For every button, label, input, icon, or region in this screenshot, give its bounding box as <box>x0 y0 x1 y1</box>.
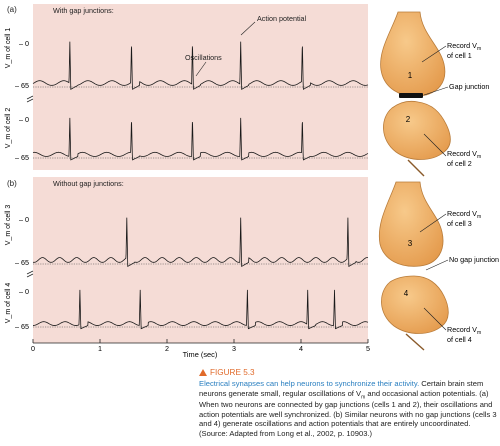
caption-lead: Electrical synapses can help neurons to … <box>199 379 420 389</box>
caption-body-1: Certain brain stem neurons generate smal… <box>199 379 484 398</box>
axis-break-a <box>26 95 34 103</box>
record-label-cell-2: Record Vm <box>447 149 481 160</box>
annotation-oscillations: Oscillations <box>185 53 222 62</box>
trace-cell-4 <box>33 289 369 330</box>
ylabel-cell-4: V_m of cell 4 <box>5 283 12 324</box>
y-tick-0-cell3: – 0 <box>19 215 29 224</box>
ylabel-cell-1: V_m of cell 1 <box>5 28 12 69</box>
annotation-action-potential-pointer <box>240 21 256 36</box>
figure-caption: FIGURE 5.3 Electrical synapses can help … <box>199 368 497 438</box>
cell-1-number: 1 <box>408 71 413 80</box>
trace-cell-1 <box>32 41 369 90</box>
electrode-cell-4 <box>423 307 447 331</box>
record-label-cell-1-tail: of cell 1 <box>447 51 472 60</box>
cell-4-number: 4 <box>404 289 409 298</box>
caption-vm: Vm <box>356 388 366 401</box>
x-tick-label-3: 3 <box>232 344 236 353</box>
cell-1-shape <box>380 11 446 97</box>
gap-junction-marker <box>399 93 423 98</box>
axis-break-b <box>26 270 34 278</box>
diagram-gap-junction: 1 2 Record Vm of cell 1 Gap junction Rec… <box>380 11 489 177</box>
trace-cell-3 <box>32 217 369 268</box>
figure-number-text: FIGURE 5.3 <box>210 368 255 377</box>
x-tick-label-2: 2 <box>165 344 169 353</box>
figure-triangle-icon <box>199 369 207 376</box>
electrode-cell-3 <box>419 213 447 233</box>
record-label-cell-1: Record Vm <box>447 41 481 52</box>
x-axis-label: Time (sec) <box>183 350 218 359</box>
cell-3-number: 3 <box>408 239 413 248</box>
cell-2-axon <box>407 159 425 177</box>
annotation-oscillations-pointer <box>195 61 207 77</box>
y-tick-0-cell2: – 0 <box>19 115 29 124</box>
electrode-cell-1 <box>421 45 447 63</box>
y-tick-65-cell1: – 65 <box>15 81 29 90</box>
trace-cell-2 <box>32 117 369 161</box>
diagram-no-gap-junction: 3 4 Record Vm of cell 3 No gap junction … <box>378 181 499 351</box>
cell-4-shape <box>381 275 449 334</box>
cell-2-number: 2 <box>406 115 411 124</box>
axis-breaks <box>26 95 34 278</box>
x-tick-label-1: 1 <box>98 344 102 353</box>
y-tick-65-cell2: – 65 <box>15 153 29 162</box>
x-tick-label-4: 4 <box>299 344 303 353</box>
figure-number: FIGURE 5.3 <box>199 368 497 378</box>
gap-junction-pointer <box>423 86 449 96</box>
record-label-cell-3-tail: of cell 3 <box>447 219 472 228</box>
record-label-cell-2-tail: of cell 2 <box>447 159 472 168</box>
x-tick-label-0: 0 <box>31 344 35 353</box>
ylabel-cell-2: V_m of cell 2 <box>5 108 12 149</box>
electrode-cell-2 <box>423 133 447 157</box>
y-tick-0-cell1: – 0 <box>19 39 29 48</box>
panel-a-background <box>33 4 368 170</box>
cell-2-shape <box>383 100 451 160</box>
ylabel-cell-3: V_m of cell 3 <box>5 205 12 246</box>
no-gap-junction-label: No gap junction <box>449 255 499 264</box>
x-tick-label-5: 5 <box>366 344 370 353</box>
y-tick-65-cell3: – 65 <box>15 258 29 267</box>
cell-3-shape <box>378 181 444 267</box>
cell-4-axon <box>405 333 425 351</box>
y-tick-labels: – 0 – 65 – 0 – 65 – 0 – 65 – 0 – 65 <box>15 39 29 331</box>
caption-body-2: and occasional action potentials. (a) Wh… <box>199 388 497 438</box>
y-tick-65-cell4: – 65 <box>15 322 29 331</box>
trace-group <box>32 41 369 330</box>
panel-b-label: (b) <box>7 179 17 188</box>
panel-a-label: (a) <box>7 5 17 14</box>
y-tick-0-cell4: – 0 <box>19 287 29 296</box>
x-ticks: 0 1 2 3 4 5 <box>31 339 370 353</box>
annotation-action-potential: Action potential <box>257 14 307 23</box>
record-label-cell-4-tail: of cell 4 <box>447 335 472 344</box>
record-label-cell-3: Record Vm <box>447 209 481 220</box>
panel-b-title: Without gap junctions: <box>53 179 124 188</box>
panel-a-title: With gap junctions: <box>53 6 114 15</box>
no-gap-junction-pointer <box>425 259 449 271</box>
record-label-cell-4: Record Vm <box>447 325 481 336</box>
gap-junction-label: Gap junction <box>449 82 489 91</box>
